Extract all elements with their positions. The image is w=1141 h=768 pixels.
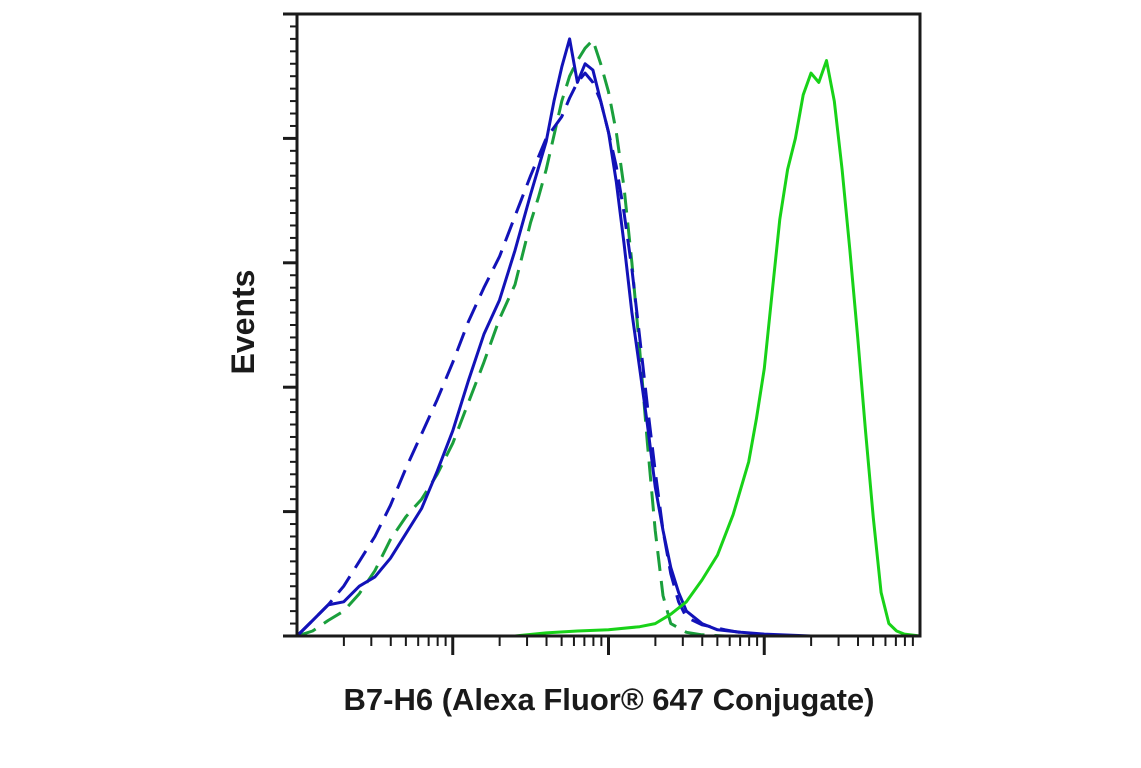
series-group — [295, 37, 921, 638]
x-axis-title: B7-H6 (Alexa Fluor® 647 Conjugate) — [344, 682, 875, 717]
series-line-2-dashed — [295, 71, 920, 638]
series-line-3-solid — [295, 37, 920, 638]
series-line-1-dashed — [296, 38, 920, 638]
y-axis-ticks — [283, 12, 297, 638]
series-line-4-solid — [297, 59, 921, 638]
x-axis-ticks — [342, 636, 914, 655]
y-axis-title: Events — [225, 270, 261, 375]
